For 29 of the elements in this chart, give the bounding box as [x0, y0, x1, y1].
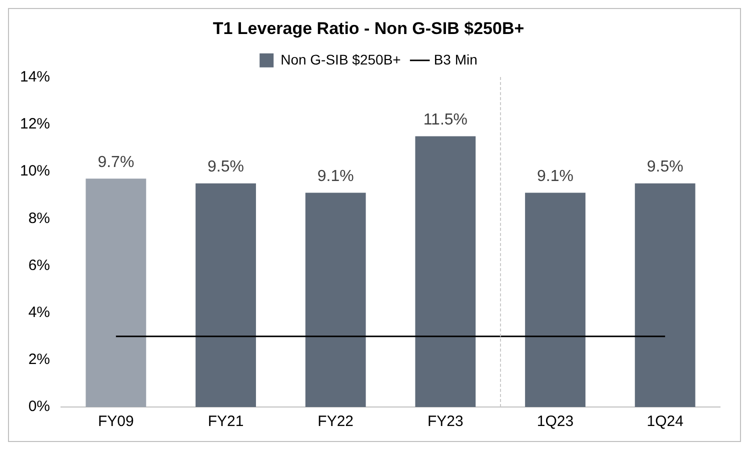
- legend-label: Non G-SIB $250B+: [280, 51, 401, 68]
- x-tick-label: FY23: [427, 413, 464, 430]
- data-label: 9.1%: [317, 168, 354, 186]
- y-tick-label: 12%: [20, 116, 50, 133]
- y-tick-label: 10%: [20, 162, 50, 180]
- data-label: 9.1%: [537, 168, 574, 186]
- y-tick-label: 0%: [28, 398, 50, 416]
- bar: [86, 178, 146, 407]
- data-label: 9.5%: [646, 158, 684, 176]
- chart-title: T1 Leverage Ratio - Non G-SIB $250B+: [212, 18, 524, 38]
- data-label: 9.7%: [98, 154, 134, 172]
- x-tick-label: 1Q24: [646, 413, 684, 430]
- y-tick-label: 8%: [28, 210, 50, 227]
- x-tick-label: FY09: [98, 413, 134, 430]
- data-label: 11.5%: [423, 112, 468, 129]
- bar: [634, 183, 696, 407]
- legend-label: B3 Min: [434, 51, 478, 68]
- x-tick-label: 1Q23: [536, 413, 574, 430]
- y-tick-label: 4%: [28, 304, 50, 321]
- bar: [196, 183, 256, 407]
- y-tick-label: 14%: [20, 68, 50, 86]
- bar: [415, 136, 476, 407]
- y-tick-label: 2%: [28, 351, 50, 368]
- y-tick-label: 6%: [28, 256, 50, 274]
- x-tick-label: FY21: [208, 413, 244, 430]
- data-label: 9.5%: [208, 158, 244, 176]
- bar: [525, 192, 586, 407]
- bar: [305, 192, 366, 407]
- x-tick-label: FY22: [318, 413, 354, 430]
